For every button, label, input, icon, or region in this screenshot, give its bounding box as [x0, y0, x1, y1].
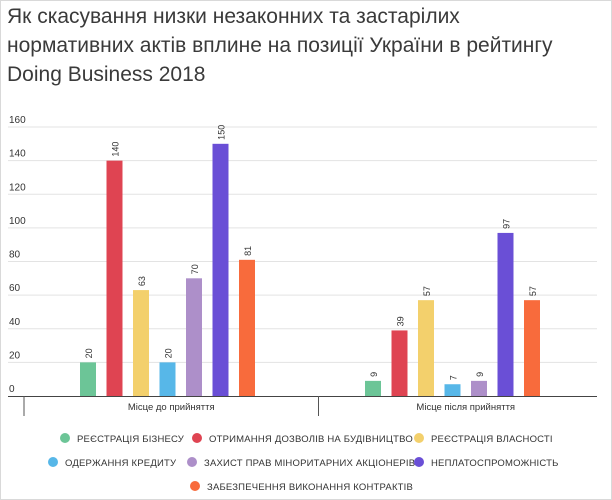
bar-data-label: 9	[369, 372, 379, 377]
bar	[497, 232, 514, 396]
y-tick-label: 40	[9, 317, 21, 328]
bar-data-label: 20	[84, 348, 94, 358]
bar-data-label: 63	[137, 276, 147, 286]
legend-label: ОТРИМАННЯ ДОЗВОЛІВ НА БУДІВНИЦТВО	[209, 434, 413, 445]
bar-data-label: 9	[475, 372, 485, 377]
legend-label: НЕПЛАТОСПРОМОЖНІСТЬ	[431, 458, 559, 469]
legend-label: ЗАБЕЗПЕЧЕННЯ ВИКОНАННЯ КОНТРАКТІВ	[207, 482, 414, 493]
bar	[133, 290, 149, 396]
bar	[239, 259, 255, 396]
bar	[186, 278, 202, 396]
legend-swatch	[414, 433, 424, 443]
legend-swatch	[414, 457, 424, 467]
legend-item: ОТРИМАННЯ ДОЗВОЛІВ НА БУДІВНИЦТВО	[192, 433, 413, 447]
legend-swatch	[190, 481, 200, 491]
y-tick-label: 140	[9, 149, 26, 160]
bar	[391, 330, 408, 396]
legend-label: РЕЄСТРАЦІЯ БІЗНЕСУ	[77, 434, 185, 445]
bar-data-label: 140	[111, 142, 121, 157]
bar	[212, 143, 229, 396]
bar-data-label: 7	[449, 375, 459, 380]
y-tick-label: 80	[9, 250, 21, 261]
chart-title: Як скасування низки незаконних та застар…	[7, 5, 553, 86]
legend-label: ОДЕРЖАННЯ КРЕДИТУ	[65, 458, 177, 469]
bar	[471, 380, 487, 396]
bar	[418, 300, 434, 396]
legend-swatch	[60, 433, 70, 443]
y-tick-label: 100	[9, 216, 26, 227]
y-tick-label: 20	[9, 350, 21, 361]
bar-data-label: 20	[164, 348, 174, 358]
bar	[159, 362, 176, 396]
y-tick-label: 160	[9, 115, 26, 126]
bar-data-label: 81	[243, 246, 253, 256]
legend-item: НЕПЛАТОСПРОМОЖНІСТЬ	[414, 457, 559, 471]
bar-data-label: 57	[422, 286, 432, 296]
legend-swatch	[192, 433, 202, 443]
legend-item: ЗАХИСТ ПРАВ МІНОРИТАРНИХ АКЦІОНЕРІВ	[187, 457, 415, 471]
legend-item: ОДЕРЖАННЯ КРЕДИТУ	[48, 457, 176, 471]
bar	[365, 380, 381, 396]
bar-data-label: 150	[217, 125, 227, 140]
y-tick-label: 0	[9, 384, 15, 395]
legend-label: ЗАХИСТ ПРАВ МІНОРИТАРНИХ АКЦІОНЕРІВ	[204, 458, 416, 469]
bar-data-label: 97	[502, 219, 512, 229]
bar	[524, 300, 540, 396]
bar	[106, 160, 123, 396]
legend-item: ЗАБЕЗПЕЧЕННЯ ВИКОНАННЯ КОНТРАКТІВ	[190, 481, 413, 495]
bar-data-label: 70	[190, 264, 200, 274]
bar	[444, 384, 461, 396]
legend-item: РЕЄСТРАЦІЯ ВЛАСНОСТІ	[414, 433, 553, 447]
x-category-label: Місце до прийняття	[128, 402, 215, 413]
x-category-label: Місце після прийняття	[416, 402, 515, 413]
bar	[80, 362, 96, 396]
legend-swatch	[187, 457, 197, 467]
legend-item: РЕЄСТРАЦІЯ БІЗНЕСУ	[60, 433, 184, 447]
legend-label: РЕЄСТРАЦІЯ ВЛАСНОСТІ	[431, 434, 553, 445]
y-tick-label: 120	[9, 182, 26, 193]
y-tick-label: 60	[9, 283, 21, 294]
legend-swatch	[48, 457, 58, 467]
bar-data-label: 39	[396, 316, 406, 326]
bar-data-label: 57	[528, 286, 538, 296]
